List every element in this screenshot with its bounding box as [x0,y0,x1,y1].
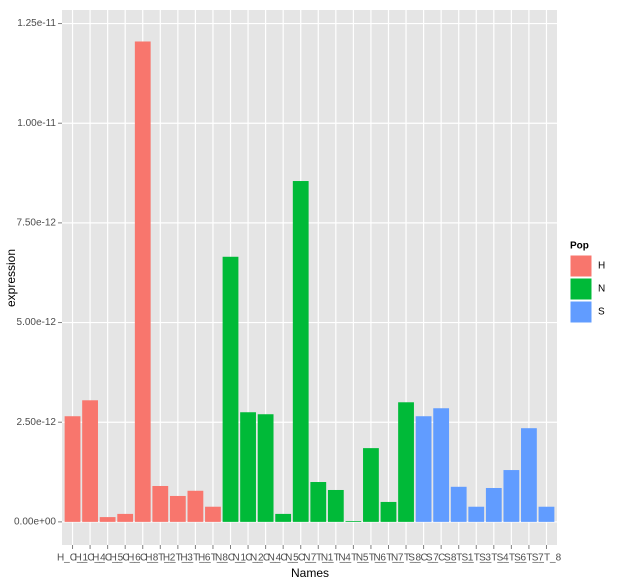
x-tick-label: N_T_7 [373,553,403,564]
bar [363,448,379,522]
y-axis-title: expression [4,249,18,307]
bar [117,513,134,522]
bar [152,485,169,522]
x-tick-label: S_T_4 [479,553,509,564]
bar [134,41,151,522]
x-tick-label: S_T_7 [514,553,544,564]
legend-key [569,277,593,301]
bar [82,400,98,522]
x-tick-label: N_C_7 [285,553,317,564]
x-tick-label: H_T_2 [145,553,175,564]
bar [503,470,520,522]
bar [205,506,221,522]
x-tick-label: S_T_6 [497,553,527,564]
y-tick-label: 2.50e-12 [17,417,57,428]
bar [450,486,467,522]
bar [345,521,362,522]
x-tick-label: H_T_3 [163,553,193,564]
y-tick-label: 1.25e-11 [17,18,56,29]
x-tick-label: H_T_8 [198,553,228,564]
x-tick-label: S_T_1 [444,553,474,564]
bar [240,412,256,522]
x-tick-label: S_C_7 [408,553,439,564]
bar [222,256,239,522]
x-tick-label: N_T_8 [391,553,421,564]
x-tick-label: N_T_4 [321,553,351,564]
bar [433,408,450,522]
x-tick-label: N_C_5 [268,553,300,564]
y-tick-label: 7.50e-12 [17,218,57,229]
bar [327,489,344,522]
legend-title: Pop [570,241,589,252]
x-tick-label: H_C_6 [110,553,142,564]
x-tick-label: H_C_5 [92,553,124,564]
x-tick-label: H_C_8 [127,553,159,564]
bar [310,482,327,522]
y-tick-label: 0.00e+00 [14,517,56,528]
legend-label: N [598,284,605,295]
bar [521,428,537,522]
x-tick-label: S_C_8 [426,553,457,564]
bar [99,517,116,522]
x-tick-label: H_C_1 [57,553,89,564]
bar [275,513,292,522]
x-tick-label: S_T_8 [532,553,562,564]
bar [169,495,186,522]
y-tick-label: 5.00e-12 [17,317,57,328]
legend-label: S [598,307,605,318]
x-tick-label: N_C_4 [250,553,282,564]
bar [415,416,432,522]
bar [187,490,204,522]
bar [64,416,81,522]
x-tick-label: H_T_6 [180,553,210,564]
bar [292,181,309,522]
x-tick-label: H_C_4 [75,553,107,564]
bar [380,501,397,522]
x-tick-label: N_T_6 [356,553,386,564]
x-tick-label: N_T_1 [303,553,333,564]
bar [398,402,414,522]
bar [485,487,502,522]
bar [538,506,555,522]
legend-key [569,300,593,324]
x-tick-label: N_C_1 [215,553,247,564]
legend-label: H [598,261,605,272]
bar [257,414,274,522]
y-tick-label: 1.00e-11 [17,118,56,129]
x-tick-label: N_T_5 [338,553,368,564]
x-axis-title: Names [291,566,329,580]
x-tick-label: S_T_3 [462,553,492,564]
x-tick-label: N_C_2 [232,553,264,564]
bar [468,506,485,522]
legend-key [569,254,593,278]
